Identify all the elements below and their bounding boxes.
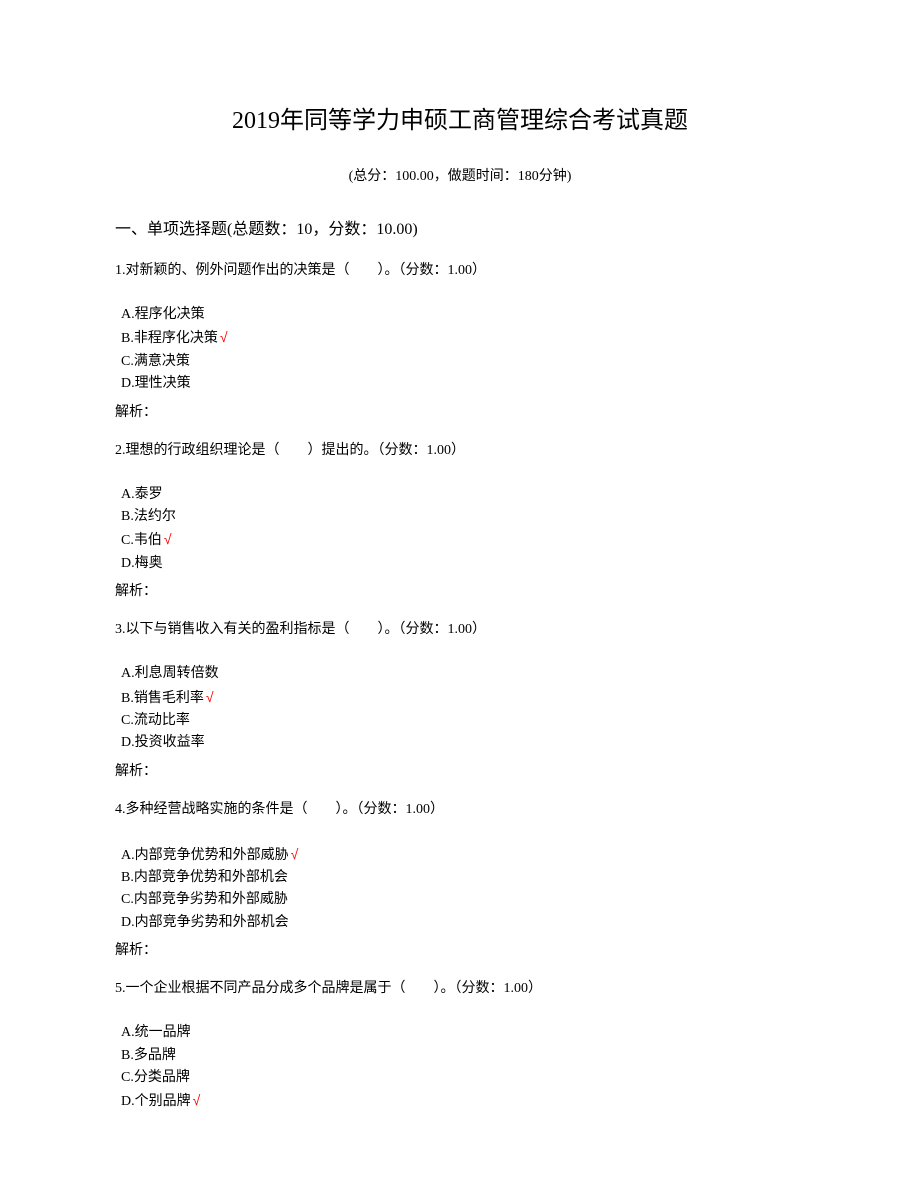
option-item: D.梅奥	[121, 553, 805, 575]
option-text: C.满意决策	[121, 354, 190, 369]
option-text: C.韦伯	[121, 533, 162, 548]
option-item: C.韦伯√	[121, 528, 805, 552]
options-group: A.统一品牌 B.多品牌 C.分类品牌 D.个别品牌√	[115, 1022, 805, 1114]
question-block: 1.对新颖的、例外问题作出的决策是（ ）。（分数：1.00） A.程序化决策 B.非…	[115, 259, 805, 421]
section-header: 一、单项选择题(总题数：10，分数：10.00)	[115, 215, 805, 239]
options-group: A.泰罗B.法约尔C.韦伯√D.梅奥	[115, 484, 805, 576]
option-item: A.程序化决策	[121, 304, 805, 326]
correct-check-icon: √	[220, 329, 228, 345]
option-text: A.利息周转倍数	[121, 666, 219, 681]
option-item: B.内部竞争优势和外部机会	[121, 867, 805, 889]
explanation-label: 解析：	[115, 760, 805, 780]
option-item: D.投资收益率	[121, 732, 805, 754]
correct-check-icon: √	[193, 1092, 201, 1108]
correct-check-icon: √	[164, 531, 172, 547]
option-text: A.内部竞争优势和外部威胁	[121, 848, 289, 863]
option-text: B.法约尔	[121, 509, 176, 524]
option-item: A.泰罗	[121, 484, 805, 506]
explanation-label: 解析：	[115, 580, 805, 600]
option-item: A.内部竞争优势和外部威胁√	[121, 843, 805, 867]
options-group: A.内部竞争优势和外部威胁√B.内部竞争优势和外部机会C.内部竞争劣势和外部威胁…	[115, 843, 805, 935]
option-text: A.程序化决策	[121, 307, 205, 322]
options-group: A.利息周转倍数 B.销售毛利率√ C.流动比率 D.投资收益率	[115, 663, 805, 755]
question-block: 3.以下与销售收入有关的盈利指标是（ ）。（分数：1.00） A.利息周转倍数 B.…	[115, 618, 805, 780]
explanation-label: 解析：	[115, 939, 805, 959]
option-text: D.内部竞争劣势和外部机会	[121, 915, 289, 930]
option-item: D.个别品牌√	[121, 1089, 805, 1113]
option-item: C.分类品牌	[121, 1067, 805, 1089]
question-block: 4.多种经营战略实施的条件是（ ）。（分数：1.00） A.内部竞争优势和外部威胁…	[115, 798, 805, 960]
option-text: C.流动比率	[121, 713, 190, 728]
option-text: C.内部竞争劣势和外部威胁	[121, 892, 288, 907]
option-item: B.销售毛利率√	[121, 686, 805, 710]
question-stem: 3.以下与销售收入有关的盈利指标是（ ）。（分数：1.00）	[115, 618, 805, 638]
option-item: B.法约尔	[121, 506, 805, 528]
option-text: D.个别品牌	[121, 1094, 191, 1109]
option-text: B.内部竞争优势和外部机会	[121, 870, 288, 885]
exam-title: 2019年同等学力申硕工商管理综合考试真题	[115, 100, 805, 135]
option-item: C.流动比率	[121, 710, 805, 732]
option-text: A.统一品牌	[121, 1025, 191, 1040]
option-item: D.理性决策	[121, 373, 805, 395]
option-text: B.非程序化决策	[121, 331, 218, 346]
option-item: B.多品牌	[121, 1045, 805, 1067]
question-stem: 5.一个企业根据不同产品分成多个品牌是属于（ ）。（分数：1.00）	[115, 977, 805, 997]
questions-container: 1.对新颖的、例外问题作出的决策是（ ）。（分数：1.00） A.程序化决策 B.非…	[115, 259, 805, 1114]
question-stem: 1.对新颖的、例外问题作出的决策是（ ）。（分数：1.00）	[115, 259, 805, 279]
option-item: A.统一品牌	[121, 1022, 805, 1044]
question-block: 2.理想的行政组织理论是（ ）提出的。（分数：1.00） A.泰罗 B.法约尔 C.韦…	[115, 439, 805, 601]
option-item: C.内部竞争劣势和外部威胁	[121, 889, 805, 911]
correct-check-icon: √	[291, 846, 299, 862]
option-text: D.理性决策	[121, 376, 191, 391]
option-text: D.投资收益率	[121, 735, 205, 750]
exam-subtitle: (总分：100.00，做题时间：180分钟)	[115, 165, 805, 185]
question-stem: 4.多种经营战略实施的条件是（ ）。（分数：1.00）	[115, 798, 805, 818]
question-stem: 2.理想的行政组织理论是（ ）提出的。（分数：1.00）	[115, 439, 805, 459]
option-text: A.泰罗	[121, 487, 163, 502]
options-group: A.程序化决策 B.非程序化决策√ C.满意决策 D.理性决策	[115, 304, 805, 396]
option-text: B.多品牌	[121, 1048, 176, 1063]
explanation-label: 解析：	[115, 401, 805, 421]
option-item: A.利息周转倍数	[121, 663, 805, 685]
option-text: C.分类品牌	[121, 1070, 190, 1085]
option-item: B.非程序化决策√	[121, 326, 805, 350]
correct-check-icon: √	[206, 689, 214, 705]
option-item: D.内部竞争劣势和外部机会	[121, 912, 805, 934]
option-item: C.满意决策	[121, 351, 805, 373]
option-text: B.销售毛利率	[121, 691, 204, 706]
question-block: 5.一个企业根据不同产品分成多个品牌是属于（ ）。（分数：1.00） A.统一品牌…	[115, 977, 805, 1114]
option-text: D.梅奥	[121, 556, 163, 571]
